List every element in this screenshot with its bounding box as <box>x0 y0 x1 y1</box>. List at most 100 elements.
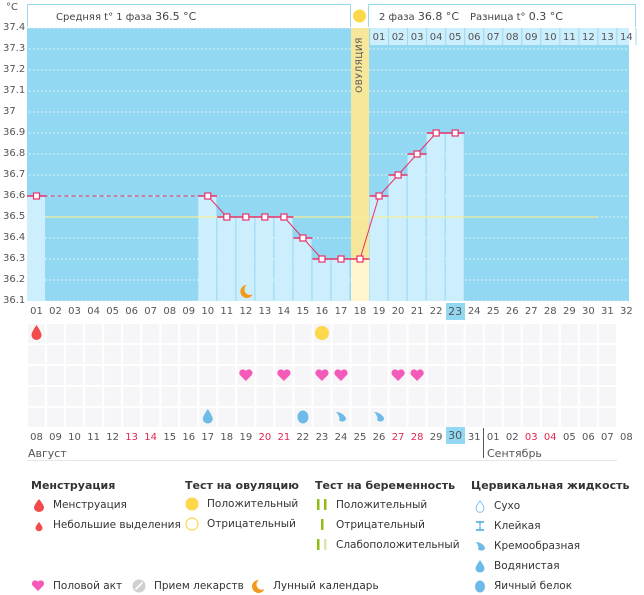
calendar-date[interactable]: 08 <box>620 432 633 443</box>
calendar-date[interactable]: 08 <box>30 432 43 443</box>
calendar-date[interactable]: 06 <box>581 432 595 443</box>
legend-label: Лунный календарь <box>273 580 379 592</box>
calendar-today[interactable]: 30 <box>445 427 465 444</box>
pill-icon <box>132 579 146 593</box>
x-tick-label[interactable]: 10 <box>201 306 215 317</box>
x-tick-label[interactable]: 12 <box>239 306 253 317</box>
x-tick-label[interactable]: 27 <box>524 306 538 317</box>
symptom-cell <box>142 345 160 364</box>
symptom-cell <box>28 387 46 406</box>
symptom-cell <box>294 387 312 406</box>
x-tick-label[interactable]: 09 <box>182 306 196 317</box>
x-tick-label[interactable]: 14 <box>277 306 291 317</box>
calendar-date[interactable]: 13 <box>125 432 138 443</box>
phase2-day-number: 06 <box>467 32 481 43</box>
legend-ovulation-negative: Отрицательный <box>185 517 296 531</box>
calendar-date[interactable]: 18 <box>220 432 234 443</box>
x-tick-label[interactable]: 19 <box>372 306 386 317</box>
heart-icon <box>31 580 45 591</box>
calendar-date[interactable]: 20 <box>258 432 272 443</box>
calendar-date[interactable]: 29 <box>429 432 443 443</box>
current-day-label[interactable]: 23 <box>445 303 465 320</box>
symptom-cell <box>465 408 483 427</box>
calendar-date[interactable]: 21 <box>277 432 291 443</box>
x-tick-label[interactable]: 21 <box>410 306 424 317</box>
ovulation-header-cell <box>350 4 369 27</box>
x-tick-label[interactable]: 18 <box>353 306 367 317</box>
y-tick-label: 36.8 <box>3 148 26 159</box>
x-tick-label[interactable]: 02 <box>49 306 62 317</box>
calendar-date[interactable]: 04 <box>543 432 557 443</box>
pregnancy-negative-icon <box>321 519 324 530</box>
x-tick-label[interactable]: 24 <box>467 306 481 317</box>
legend-label: Половой акт <box>53 579 123 592</box>
x-tick-label[interactable]: 26 <box>505 306 519 317</box>
x-tick-label[interactable]: 15 <box>296 306 310 317</box>
x-tick-label[interactable]: 20 <box>391 306 405 317</box>
calendar-date[interactable]: 28 <box>410 432 424 443</box>
symptom-cell <box>237 387 255 406</box>
diff-value: 0.3 °C <box>528 10 563 23</box>
calendar-date[interactable]: 11 <box>87 432 100 443</box>
symptom-cell <box>104 366 122 385</box>
symptom-cell <box>161 345 179 364</box>
calendar-date[interactable]: 23 <box>315 432 329 443</box>
x-tick-label[interactable]: 22 <box>429 306 443 317</box>
symptom-cell <box>598 408 616 427</box>
temperature-bar <box>331 259 350 301</box>
x-tick-label[interactable]: 31 <box>601 306 614 317</box>
x-tick-label[interactable]: 17 <box>334 306 348 317</box>
calendar-date[interactable]: 03 <box>524 432 538 443</box>
calendar-date[interactable]: 12 <box>106 432 119 443</box>
calendar-date[interactable]: 15 <box>163 432 177 443</box>
x-tick-label[interactable]: 16 <box>315 306 329 317</box>
x-tick-label[interactable]: 28 <box>543 306 557 317</box>
legend-label: Яичный белок <box>494 580 573 592</box>
x-tick-label[interactable]: 08 <box>163 306 177 317</box>
diff-label: Разница t° <box>470 12 526 23</box>
calendar-date[interactable]: 24 <box>334 432 348 443</box>
symptom-cell <box>579 345 597 364</box>
phase2-day-row <box>369 28 629 45</box>
calendar-date[interactable]: 09 <box>49 432 62 443</box>
calendar-date[interactable]: 01 <box>486 432 500 443</box>
symptom-cell <box>47 324 65 343</box>
x-tick-label[interactable]: 11 <box>220 306 234 317</box>
calendar-date[interactable]: 27 <box>391 432 405 443</box>
x-tick-label[interactable]: 29 <box>562 306 576 317</box>
calendar-date[interactable]: 02 <box>505 432 519 443</box>
legend-menstruation: Менструация <box>33 498 127 512</box>
phase2-day-number: 10 <box>543 32 557 43</box>
symptom-cell <box>47 387 65 406</box>
symptom-cell <box>370 387 388 406</box>
x-tick-label[interactable]: 07 <box>144 306 158 317</box>
calendar-date[interactable]: 22 <box>296 432 310 443</box>
x-tick-label[interactable]: 30 <box>581 306 595 317</box>
x-tick-label[interactable]: 01 <box>30 306 43 317</box>
calendar-date[interactable]: 16 <box>182 432 196 443</box>
calendar-date[interactable]: 19 <box>239 432 253 443</box>
symptom-cell <box>85 345 103 364</box>
calendar-date[interactable]: 05 <box>562 432 576 443</box>
calendar-date[interactable]: 17 <box>201 432 215 443</box>
calendar-date[interactable]: 07 <box>601 432 614 443</box>
y-tick-label: 36.3 <box>3 253 26 264</box>
symptom-cell <box>351 366 369 385</box>
calendar-date[interactable]: 31 <box>467 432 481 443</box>
calendar-date[interactable]: 25 <box>353 432 367 443</box>
x-tick-label[interactable]: 32 <box>620 306 633 317</box>
legend-cervical-watery: Водянистая <box>474 559 560 573</box>
x-tick-label[interactable]: 06 <box>125 306 138 317</box>
calendar-date[interactable]: 26 <box>372 432 386 443</box>
phase2-label: 2 фаза <box>379 12 415 23</box>
x-tick-label[interactable]: 04 <box>87 306 100 317</box>
x-tick-label[interactable]: 25 <box>486 306 500 317</box>
calendar-date[interactable]: 10 <box>68 432 81 443</box>
pregnancy-positive-icon <box>317 499 327 510</box>
x-tick-label[interactable]: 13 <box>258 306 272 317</box>
x-tick-label[interactable]: 05 <box>106 306 119 317</box>
x-tick-label[interactable]: 03 <box>68 306 81 317</box>
calendar-date[interactable]: 14 <box>144 432 158 443</box>
symptom-cell <box>503 366 521 385</box>
